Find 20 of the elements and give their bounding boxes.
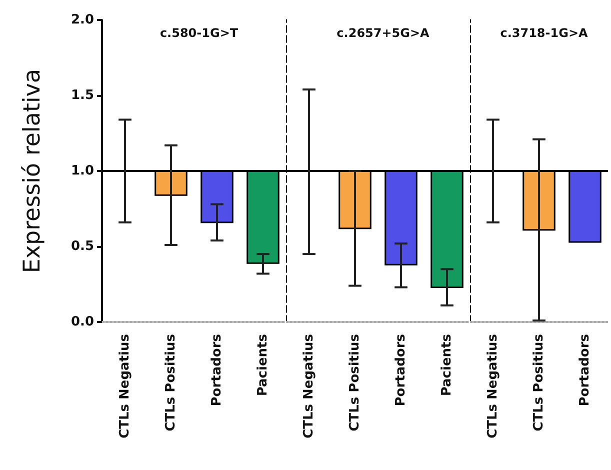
x-tick-label: Pacients [440, 334, 454, 396]
y-tick-label: 1.5 [70, 88, 94, 103]
text: c.2657+5G>A [336, 26, 430, 40]
text: c.3718-1G>A [500, 26, 589, 40]
y-tick-label: 1.0 [70, 164, 94, 178]
text: c.580-1G>T [160, 26, 239, 40]
x-tick-label: Portadors [578, 334, 592, 406]
x-tick-label: CTLs Positius [532, 334, 546, 432]
x-tick-label: CTLs Positius [348, 334, 362, 432]
x-tick-label: CTLs Negatius [486, 334, 500, 438]
x-tick-label: Portadors [210, 334, 224, 406]
x-tick-label: CTLs Negatius [302, 334, 316, 438]
x-tick-label: Pacients [256, 334, 270, 396]
x-tick-label: CTLs Positius [164, 334, 178, 432]
y-tick-label: 0.5 [70, 239, 94, 254]
x-tick-label: Portadors [394, 334, 408, 406]
y-tick-label: 2.0 [70, 12, 94, 28]
y-axis-title: Expressió relativa [20, 68, 46, 274]
y-tick-label: 0.0 [70, 314, 94, 330]
x-tick-label: CTLs Negatius [118, 334, 132, 438]
